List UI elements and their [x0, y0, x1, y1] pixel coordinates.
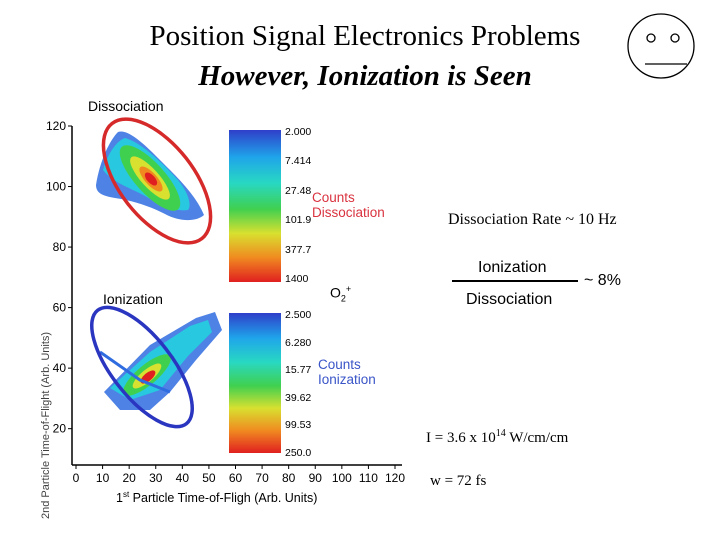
- dissociation-ellipse: [101, 117, 213, 245]
- colorbar-tick-label: 2.000: [285, 126, 312, 138]
- colorbar-dissociation: [229, 130, 281, 282]
- fraction-value: ~ 8%: [584, 272, 621, 289]
- y-tick-label: 40: [53, 361, 67, 375]
- y-tick-label: 20: [53, 422, 67, 436]
- pulse-width: w = 72 fs: [430, 473, 487, 489]
- x-tick-label: 40: [176, 471, 190, 485]
- x-tick-label: 10: [96, 471, 110, 485]
- colorbar-tick-label: 99.53: [285, 419, 312, 432]
- ionization-cluster: [99, 312, 222, 410]
- colorbar-tick-label: 2.500: [285, 309, 312, 321]
- fraction-numerator: Ionization: [478, 259, 547, 276]
- colorbar-tick-label: 101.9: [285, 214, 312, 227]
- label-ionization: Ionization: [103, 291, 163, 307]
- y-axis-title: 2nd Particle Time-of-Flight (Arb. Units): [40, 331, 52, 519]
- x-tick-label: 0: [73, 471, 80, 485]
- colorbar-tick-label: 6.280: [285, 336, 312, 349]
- y-tick-label: 120: [46, 119, 66, 133]
- x-tick-label: 80: [282, 471, 296, 485]
- counts-dissociation-label: Counts Dissociation: [312, 190, 385, 220]
- o2-ion-label: O2+: [330, 284, 352, 304]
- colorbar-tick-label: 1400: [285, 273, 309, 285]
- colorbar-tick-label: 15.77: [285, 364, 312, 377]
- colorbar-tick-label: 250.0: [285, 447, 312, 459]
- fraction-bar: [452, 280, 578, 282]
- colorbar-ionization: [229, 313, 281, 453]
- y-tick-label: 80: [53, 240, 67, 254]
- x-tick-label: 90: [309, 471, 323, 485]
- y-tick-label: 100: [46, 180, 66, 194]
- fraction-denominator: Dissociation: [466, 291, 553, 308]
- intensity: I = 3.6 x 1014 W/cm/cm: [426, 428, 569, 446]
- colorbar-tick-label: 39.62: [285, 391, 312, 404]
- label-dissociation: Dissociation: [88, 98, 164, 114]
- colorbar-tick-label: 27.48: [285, 184, 312, 197]
- slide-title: Position Signal Electronics Problems: [149, 20, 581, 52]
- axes: [71, 126, 402, 466]
- counts-ionization-label: Counts Ionization: [318, 357, 376, 387]
- x-tick-label: 20: [122, 471, 136, 485]
- slide-subtitle: However, Ionization is Seen: [198, 60, 532, 92]
- colorbar-tick-label: 7.414: [285, 155, 312, 168]
- x-tick-label: 30: [149, 471, 163, 485]
- x-axis-title: 1st Particle Time-of-Fligh (Arb. Units): [116, 490, 318, 506]
- x-tick-label: 70: [255, 471, 269, 485]
- ionization-ellipse: [90, 305, 194, 429]
- x-tick-label: 50: [202, 471, 216, 485]
- x-tick-label: 120: [385, 471, 405, 485]
- x-tick-label: 100: [332, 471, 352, 485]
- dissociation-rate: Dissociation Rate ~ 10 Hz: [448, 211, 617, 228]
- x-tick-labels: 0 10 20 30 40 50 60 70 80 90 100 110 120: [73, 465, 405, 485]
- x-tick-label: 110: [359, 471, 378, 485]
- y-tick-label: 60: [53, 301, 67, 315]
- x-tick-label: 60: [229, 471, 243, 485]
- smiley-face-icon: [627, 13, 695, 79]
- colorbar-tick-label: 377.7: [285, 243, 312, 256]
- y-tick-labels: 20 40 60 80 100 120: [46, 119, 72, 436]
